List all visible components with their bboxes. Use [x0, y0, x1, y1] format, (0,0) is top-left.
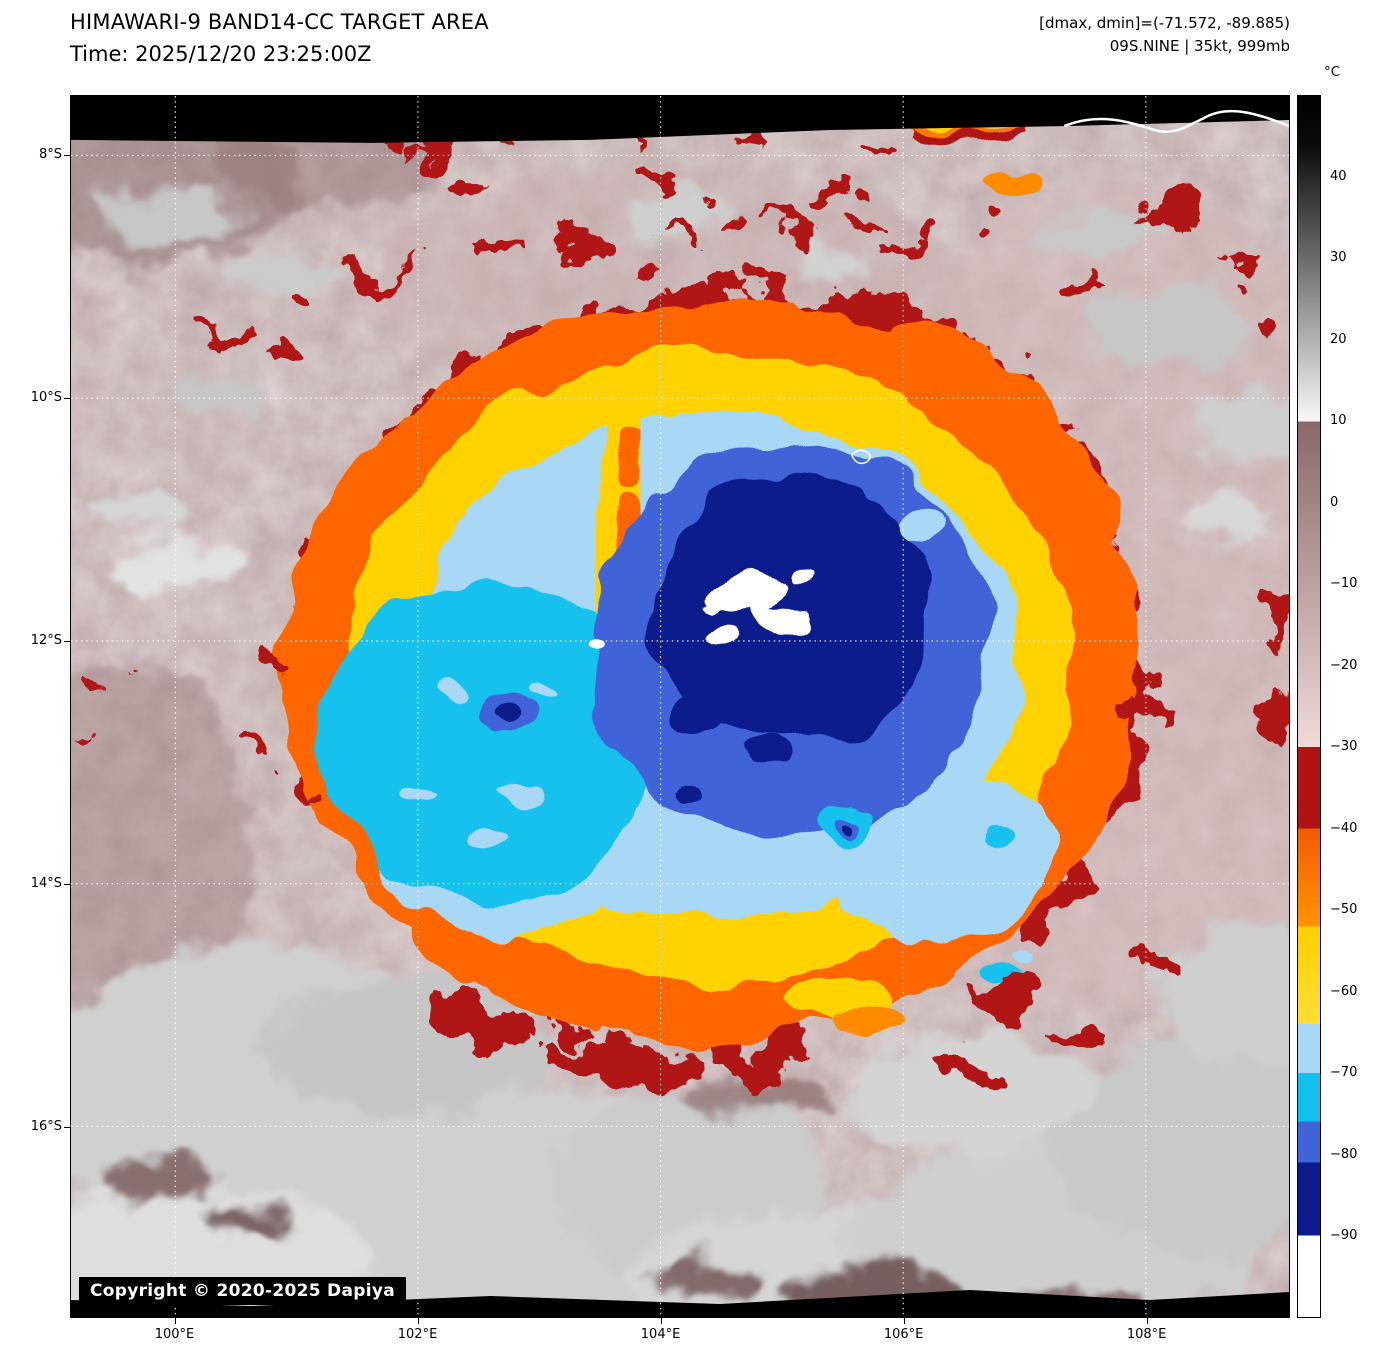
colorbar-tick-label: −90 [1330, 1228, 1358, 1244]
y-axis-tick-mark [64, 154, 70, 156]
x-axis-tick-label: 106°E [883, 1327, 924, 1342]
colorbar-tick-label: −80 [1330, 1146, 1358, 1162]
storm-core-navy [655, 475, 930, 804]
x-axis-tick-mark [1146, 1318, 1148, 1324]
x-axis-tick-label: 100°E [154, 1327, 195, 1342]
colorbar-tick-label: −30 [1330, 739, 1358, 755]
storm-info-annotation: 09S.NINE | 35kt, 999mb [1109, 37, 1290, 55]
x-axis-tick-mark [660, 1318, 662, 1324]
colorbar-tick-label: −70 [1330, 1065, 1358, 1081]
plot-title: HIMAWARI-9 BAND14-CC TARGET AREA [70, 10, 489, 34]
x-axis-tick-mark [417, 1318, 419, 1324]
colorbar [1297, 95, 1321, 1318]
y-axis-tick-mark [64, 1127, 70, 1129]
plot-info-block: [dmax, dmin]=(-71.572, -89.885) 09S.NINE… [1039, 12, 1290, 58]
colorbar-tick-label: 20 [1330, 331, 1347, 347]
colorbar-tick-label: 0 [1330, 494, 1339, 510]
y-axis-tick-mark [64, 397, 70, 399]
colorbar-tick-label: 40 [1330, 168, 1347, 184]
y-axis-tick-mark [64, 883, 70, 885]
storm-west-lobe-cyan [317, 578, 654, 902]
colorbar-tick-label: 10 [1330, 413, 1347, 429]
x-axis-tick-label: 108°E [1126, 1327, 1167, 1342]
y-axis-tick-label: 8°S [38, 146, 62, 162]
colorbar-tick-label: −50 [1330, 902, 1358, 918]
colorbar-tick-label: −20 [1330, 657, 1358, 673]
coastline [850, 110, 1289, 465]
y-axis-tick-label: 10°S [30, 389, 62, 405]
storm-orange-band [281, 301, 1139, 1045]
scan-edge-bottom [71, 1290, 1289, 1317]
copyright-badge: Copyright © 2020-2025 Dapiya [79, 1277, 406, 1305]
scattered-warm-red-patches [82, 128, 1289, 1083]
scan-edge-top [71, 96, 1289, 143]
colorbar-tick-label: 30 [1330, 250, 1347, 266]
colorbar-tick-label: −60 [1330, 983, 1358, 999]
y-axis-tick-mark [64, 640, 70, 642]
y-axis-tick-label: 14°S [30, 875, 62, 891]
colorbar-unit-label: °C [1324, 64, 1341, 80]
satellite-scene-svg [71, 96, 1289, 1317]
colorbar-tick-label: −40 [1330, 820, 1358, 836]
x-axis-tick-mark [174, 1318, 176, 1324]
x-axis-tick-label: 102°E [397, 1327, 438, 1342]
x-axis-tick-mark [903, 1318, 905, 1324]
x-axis-tick-label: 104°E [640, 1327, 681, 1342]
y-axis-tick-label: 16°S [30, 1119, 62, 1135]
cloud-field-gray [71, 187, 1289, 1317]
overshooting-tops-white [582, 573, 810, 652]
satellite-map: Copyright © 2020-2025 Dapiya [70, 95, 1290, 1318]
dmax-dmin-annotation: [dmax, dmin]=(-71.572, -89.885) [1039, 14, 1290, 32]
plot-time: Time: 2025/12/20 23:25:00Z [70, 42, 372, 66]
colorbar-tick-label: −10 [1330, 576, 1358, 592]
storm-south-cold-spots [811, 806, 1037, 985]
y-axis-tick-label: 12°S [30, 632, 62, 648]
